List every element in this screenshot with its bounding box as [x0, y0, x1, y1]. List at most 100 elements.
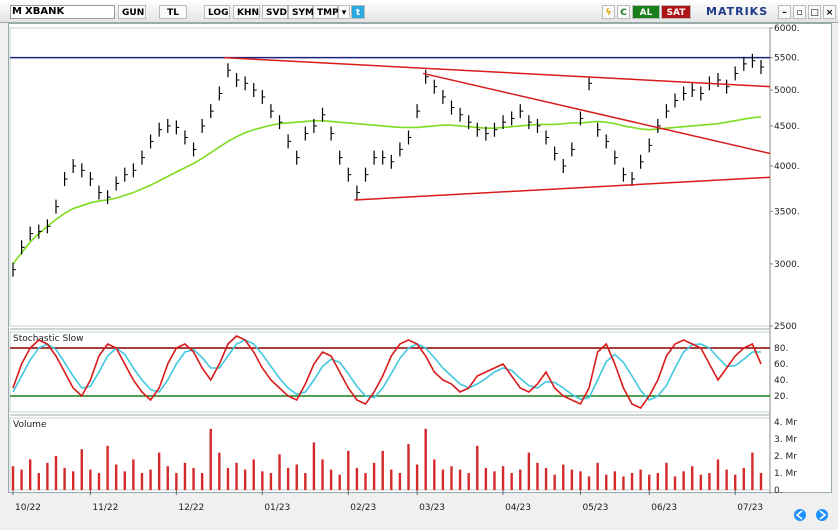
panel-border-0: [9, 27, 771, 327]
volume-bar: [605, 474, 608, 490]
stochastic-d-line: [12, 339, 761, 401]
log-button[interactable]: LOG: [204, 5, 230, 19]
volume-bar: [97, 473, 101, 490]
brand-logo: MATRIKS: [706, 5, 769, 18]
volume-bar: [286, 467, 290, 490]
volume-bar: [622, 476, 625, 490]
volume-bar: [226, 467, 230, 490]
restore-icon[interactable]: ▫: [793, 5, 806, 19]
khn-button[interactable]: KHN: [233, 5, 260, 19]
volume-bar: [501, 466, 505, 490]
twitter-icon[interactable]: t: [351, 5, 365, 19]
volume-bar: [54, 456, 58, 490]
stochastic-tick-label: 80.: [774, 344, 788, 354]
volume-bar: [458, 469, 462, 490]
price-tick-label: 4000.: [774, 162, 800, 172]
volume-bar: [37, 473, 40, 490]
moving-average-line: [12, 116, 762, 265]
volume-bar: [751, 452, 754, 490]
volume-bar: [639, 469, 642, 490]
volume-bar: [243, 469, 247, 490]
volume-bar: [347, 450, 350, 490]
x-tick-label: 05/23: [582, 503, 608, 513]
lightning-icon[interactable]: ϟ: [602, 5, 615, 19]
volume-bar: [699, 474, 703, 490]
tmp-button[interactable]: TMP: [313, 5, 339, 19]
volume-bar: [467, 473, 470, 490]
volume-bar: [673, 476, 677, 490]
x-tick-label: 02/23: [350, 503, 376, 513]
period-button[interactable]: GUN: [118, 5, 146, 19]
volume-bar: [587, 476, 591, 490]
maximize-icon[interactable]: □: [808, 5, 821, 19]
x-tick-label: 03/23: [419, 503, 445, 513]
close-icon[interactable]: ×: [823, 5, 836, 19]
volume-tick-label: 3. Mr: [774, 435, 797, 445]
volume-bar: [596, 462, 599, 490]
volume-bar: [493, 471, 496, 490]
x-tick-label: 11/22: [92, 503, 118, 513]
volume-bar: [476, 445, 479, 490]
minimize-icon[interactable]: –: [778, 5, 791, 19]
volume-bar: [157, 452, 161, 490]
stochastic-title: Stochastic Slow: [13, 334, 84, 344]
volume-bar: [364, 473, 367, 490]
volume-bar: [372, 462, 376, 490]
svd-button[interactable]: SVD: [262, 5, 288, 19]
currency-button[interactable]: TL: [159, 5, 187, 19]
x-tick-label: 12/22: [178, 503, 204, 513]
price-tick-label: 5500.: [774, 54, 800, 64]
volume-bar: [536, 462, 539, 490]
volume-bar: [295, 464, 298, 490]
volume-bar: [123, 471, 126, 490]
volume-bar: [390, 469, 393, 490]
volume-bar: [648, 474, 651, 490]
volume-bar: [63, 467, 66, 490]
sym-button[interactable]: SYM: [288, 5, 314, 19]
volume-bar: [613, 471, 617, 490]
volume-bar: [665, 462, 668, 490]
sell-button[interactable]: SAT: [661, 5, 691, 19]
volume-bar: [415, 464, 419, 490]
volume-title: Volume: [13, 420, 47, 430]
volume-bar: [579, 471, 582, 490]
volume-tick-label: 0.: [774, 486, 783, 496]
volume-bar: [450, 466, 453, 490]
stochastic-tick-label: 40.: [774, 376, 788, 386]
symbol-text: XBANK: [25, 6, 65, 17]
refresh-icon[interactable]: C: [617, 5, 630, 19]
buy-button[interactable]: AL: [632, 5, 660, 19]
volume-bar: [304, 473, 307, 490]
trendline: [224, 56, 771, 88]
symbol-input[interactable]: M XBANK: [10, 5, 115, 19]
price-tick-label: 2500: [774, 322, 797, 332]
volume-bar: [527, 452, 531, 490]
volume-bar: [734, 474, 737, 490]
volume-bar: [433, 459, 436, 490]
x-tick-label: 10/22: [15, 503, 41, 513]
volume-tick-label: 1. Mr: [774, 469, 797, 479]
x-tick-label: 04/23: [505, 503, 531, 513]
dropdown-arrow-icon[interactable]: ▾: [338, 5, 350, 19]
price-tick-label: 3500.: [774, 207, 800, 217]
nav-arrows-icon[interactable]: [792, 507, 832, 523]
toolbar: M XBANK GUN TL LOG KHN SVD SYM TMP ▾ t ϟ…: [0, 0, 838, 23]
volume-bar: [424, 428, 427, 490]
x-tick-label: 01/23: [264, 503, 290, 513]
volume-bar: [510, 473, 513, 490]
volume-bar: [312, 442, 316, 490]
price-tick-label: 5000.: [774, 86, 800, 96]
volume-bar: [192, 467, 195, 490]
x-tick-label: 07/23: [737, 503, 763, 513]
volume-bar: [329, 469, 333, 490]
volume-bar: [355, 467, 359, 490]
volume-bar: [691, 466, 694, 490]
volume-bar: [407, 444, 410, 490]
volume-bar: [570, 469, 574, 490]
volume-bar: [114, 464, 118, 490]
volume-bar: [140, 473, 144, 490]
volume-bar: [398, 473, 402, 490]
volume-bar: [132, 459, 135, 490]
volume-bar: [252, 459, 255, 490]
